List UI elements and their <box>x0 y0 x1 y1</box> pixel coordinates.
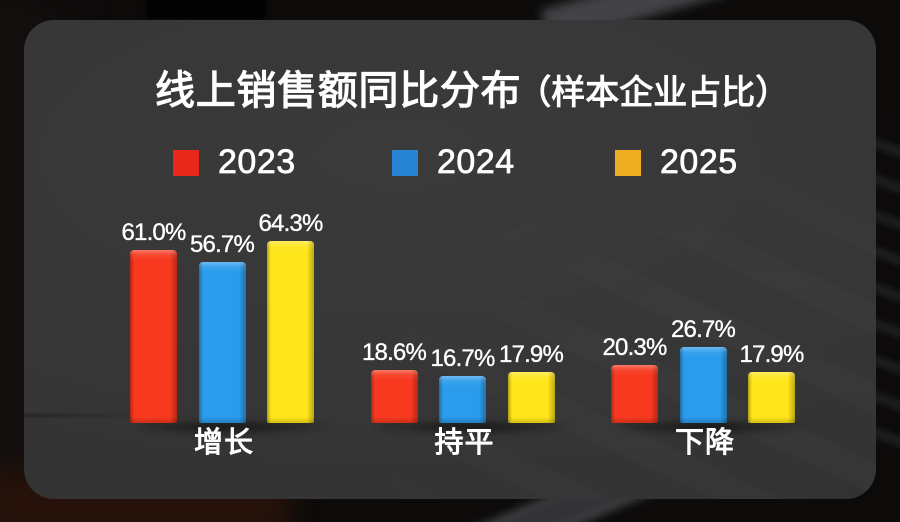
legend-swatch-2025 <box>615 149 641 176</box>
chart-title-row: 线上销售额同比分布 （样本企业占比） <box>0 58 900 116</box>
legend-item-2025[interactable]: 2025 <box>615 143 738 182</box>
floor-shadow-growth <box>136 422 354 435</box>
legend-label-2024: 2024 <box>437 143 515 182</box>
value-label-flat-2023: 18.6% <box>361 339 427 367</box>
bar-flat-2024[interactable] <box>439 375 486 423</box>
bar-flat-2023[interactable] <box>370 370 418 423</box>
bar-shading-growth-2025 <box>267 240 314 423</box>
bar-growth-2025[interactable] <box>267 240 314 423</box>
bar-decline-2025[interactable] <box>748 372 795 423</box>
bar-shading-growth-2023 <box>130 250 177 423</box>
value-label-decline-2024: 26.7% <box>670 316 736 344</box>
bar-shading-decline-2024 <box>679 347 727 423</box>
bar-growth-2023[interactable] <box>130 250 177 423</box>
category-label-decline: 下降 <box>674 427 735 459</box>
legend-item-2023[interactable]: 2023 <box>173 143 296 182</box>
bar-shading-decline-2025 <box>748 372 795 423</box>
value-label-decline-2025: 17.9% <box>739 341 804 369</box>
legend-item-2024[interactable]: 2024 <box>392 143 515 182</box>
value-label-flat-2025: 17.9% <box>498 341 564 369</box>
bar-decline-2024[interactable] <box>679 347 727 423</box>
chart-subtitle: （样本企业占比） <box>517 74 790 112</box>
bar-growth-2024[interactable] <box>198 262 246 423</box>
value-label-flat-2024: 16.7% <box>430 344 495 372</box>
background-shape-top <box>146 0 266 19</box>
floor-shadow-decline <box>617 422 835 435</box>
panel-photo-artifact-line <box>24 414 144 417</box>
bar-flat-2025[interactable] <box>507 372 555 423</box>
floor-shadow-flat <box>376 422 595 435</box>
value-label-growth-2023: 61.0% <box>121 219 186 247</box>
value-label-growth-2024: 56.7% <box>189 231 255 259</box>
bar-shading-flat-2023 <box>370 370 418 423</box>
chart-title: 线上销售额同比分布 <box>155 69 522 113</box>
legend-swatch-2024 <box>392 149 418 176</box>
bar-shading-flat-2024 <box>439 375 486 423</box>
panel-texture <box>279 106 876 499</box>
bar-shading-decline-2023 <box>611 365 658 423</box>
value-label-decline-2023: 20.3% <box>602 334 667 362</box>
bar-shading-growth-2024 <box>198 262 246 423</box>
category-label-growth: 增长 <box>193 427 254 459</box>
legend-label-2023: 2023 <box>218 143 296 182</box>
bar-decline-2023[interactable] <box>611 365 658 423</box>
legend-label-2025: 2025 <box>660 143 738 182</box>
value-label-growth-2025: 64.3% <box>258 209 323 237</box>
category-label-flat: 持平 <box>434 427 495 459</box>
legend-swatch-2023 <box>173 149 199 176</box>
bar-shading-flat-2025 <box>507 372 555 423</box>
